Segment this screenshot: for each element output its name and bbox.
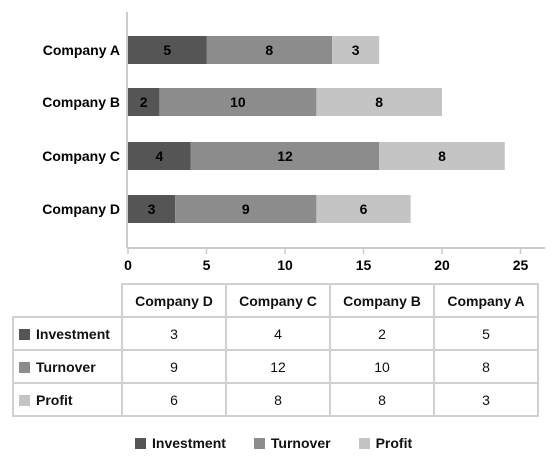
table-cell: 10	[329, 349, 435, 384]
bar-data-label: 12	[277, 148, 293, 164]
table-column-header: Company C	[225, 283, 331, 318]
chart-legend: Investment Turnover Profit	[135, 435, 412, 451]
investment-swatch	[135, 437, 146, 449]
turnover-swatch	[19, 361, 30, 373]
table-cell: 3	[121, 316, 227, 351]
bar-data-label: 3	[148, 201, 156, 217]
bar-data-label: 10	[230, 94, 246, 110]
table-cell: 4	[225, 316, 331, 351]
bar-data-label: 3	[352, 42, 360, 58]
bar-segment-profit	[379, 142, 505, 170]
bar-segment-investment	[128, 36, 207, 64]
category-labels: Company A Company B Company C Company D	[42, 42, 120, 217]
table-cell: 8	[225, 382, 331, 417]
table-row: Profit 6 8 8 3	[12, 382, 539, 417]
table-row-label: Turnover	[36, 358, 96, 375]
bar-group: 5 8 3 2 10 8 4 12 8 3 9 6	[128, 36, 505, 223]
table-corner-cell	[13, 284, 123, 318]
table-row: Investment 3 4 2 5	[12, 316, 539, 351]
x-tick-label: 25	[513, 257, 529, 273]
x-tick-label: 20	[434, 257, 450, 273]
bar-segment-turnover	[190, 142, 380, 170]
bar-data-label: 6	[360, 201, 368, 217]
x-tick-label: 5	[203, 257, 211, 273]
bar-segment-turnover	[175, 195, 317, 223]
legend-item-profit: Profit	[358, 435, 413, 451]
legend-label: Investment	[152, 435, 226, 451]
table-row-header: Turnover	[12, 349, 123, 384]
profit-swatch	[19, 394, 30, 406]
category-label: Company A	[43, 42, 120, 58]
x-axis-ticks: 0 5 10 15 20 25	[124, 248, 528, 273]
bar-data-label: 8	[438, 148, 446, 164]
bar-segment-investment	[128, 88, 160, 116]
category-label: Company D	[42, 201, 120, 217]
x-tick-label: 0	[124, 257, 132, 273]
turnover-swatch	[253, 437, 265, 449]
bar-segment-turnover	[159, 88, 317, 116]
investment-swatch	[19, 328, 30, 340]
bar-data-label: 9	[242, 201, 250, 217]
category-label: Company B	[42, 94, 120, 110]
table-row: Turnover 9 12 10 8	[12, 349, 539, 384]
table-row-label: Profit	[36, 391, 73, 408]
table-column-header: Company D	[121, 283, 227, 318]
bar-segment-profit	[316, 195, 411, 223]
data-table: Company D Company C Company B Company A …	[12, 283, 539, 417]
table-column-header: Company B	[329, 283, 435, 318]
table-row-header: Investment	[12, 316, 123, 351]
table-cell: 3	[433, 382, 539, 417]
table-cell: 8	[329, 382, 435, 417]
bar-segment-profit	[316, 88, 442, 116]
bar-segment-investment	[128, 195, 176, 223]
table-header-row: Company D Company C Company B Company A	[13, 283, 539, 318]
bar-segment-investment	[128, 142, 191, 170]
bar-data-label: 8	[375, 94, 383, 110]
table-cell: 8	[433, 349, 539, 384]
legend-item-turnover: Turnover	[253, 435, 331, 451]
table-cell: 12	[225, 349, 331, 384]
table-cell: 6	[121, 382, 227, 417]
table-cell: 5	[433, 316, 539, 351]
bar-data-label: 8	[265, 42, 273, 58]
table-column-header: Company A	[433, 283, 539, 318]
table-row-label: Investment	[36, 325, 110, 342]
category-label: Company C	[42, 148, 120, 164]
bar-segment-profit	[332, 36, 380, 64]
table-cell: 9	[121, 349, 227, 384]
table-cell: 2	[329, 316, 435, 351]
legend-label: Profit	[375, 435, 413, 451]
bar-data-label: 5	[163, 42, 171, 58]
x-tick-label: 15	[356, 257, 372, 273]
table-row-header: Profit	[12, 382, 123, 417]
bar-data-label: 4	[156, 148, 164, 164]
bar-data-label: 2	[140, 94, 148, 110]
legend-item-investment: Investment	[135, 435, 226, 451]
legend-label: Turnover	[270, 435, 331, 451]
bar-segment-turnover	[206, 36, 333, 64]
profit-swatch	[358, 437, 370, 449]
x-tick-label: 10	[277, 257, 293, 273]
